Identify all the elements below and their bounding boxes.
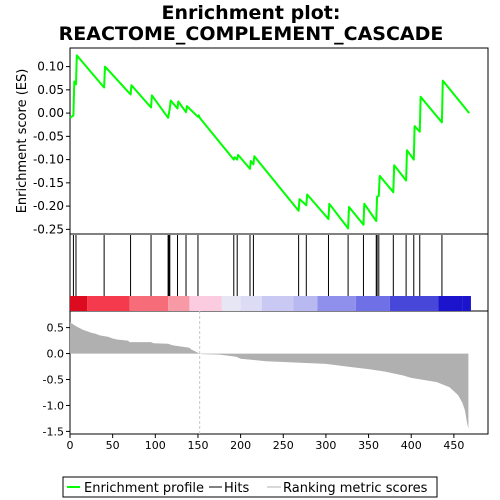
x-tick-label: 50	[106, 439, 120, 452]
es-y-tick-label: 0.10	[37, 60, 64, 74]
metric-y-tick-label: 0.0	[47, 348, 65, 361]
es-y-axis-label: Enrichment score (ES)	[15, 69, 30, 214]
legend-metric-label: Ranking metric scores	[283, 481, 428, 496]
x-tick-label: 300	[315, 439, 336, 452]
color-bar-segment	[87, 296, 130, 311]
color-bar-segment	[356, 296, 390, 311]
metric-y-tick-label: -1.0	[43, 399, 64, 412]
color-bar-segment	[130, 296, 168, 311]
color-bar-segment	[317, 296, 355, 311]
color-bar-segment	[262, 296, 294, 311]
color-bar-segment	[439, 296, 463, 311]
color-bar-segment	[189, 296, 221, 311]
metric-y-tick-label: -0.5	[43, 374, 64, 387]
metric-y-tick-label: 0.5	[47, 322, 65, 335]
color-bar-segment	[390, 296, 439, 311]
color-bar-segment	[462, 296, 471, 311]
x-tick-label: 450	[443, 439, 464, 452]
x-tick-label: 0	[67, 439, 74, 452]
color-bar-segment	[294, 296, 318, 311]
es-y-tick-label: -0.15	[33, 176, 64, 190]
legend-hits-label: Hits	[224, 481, 249, 496]
color-bar-segment	[168, 296, 189, 311]
x-tick-label: 100	[145, 439, 166, 452]
es-y-tick-label: -0.20	[33, 199, 64, 213]
title-line-1: Enrichment plot:	[162, 2, 341, 24]
x-tick-label: 350	[358, 439, 379, 452]
es-y-tick-label: -0.10	[33, 153, 64, 167]
color-bar-segment	[241, 296, 262, 311]
color-bar-segment	[70, 296, 87, 311]
x-tick-label: 400	[401, 439, 422, 452]
es-y-tick-label: 0.00	[37, 106, 64, 120]
es-y-tick-label: 0.05	[37, 83, 64, 97]
es-y-tick-label: -0.25	[33, 222, 64, 236]
x-tick-label: 250	[273, 439, 294, 452]
rank-color-bar	[70, 296, 471, 311]
x-tick-label: 150	[187, 439, 208, 452]
metric-y-tick-label: -1.5	[43, 425, 64, 438]
legend-enrichment-label: Enrichment profile	[84, 481, 204, 496]
x-tick-label: 200	[230, 439, 251, 452]
es-y-tick-label: -0.05	[33, 129, 64, 143]
title-line-2: REACTOME_COMPLEMENT_CASCADE	[59, 23, 444, 45]
color-bar-segment	[222, 296, 241, 311]
